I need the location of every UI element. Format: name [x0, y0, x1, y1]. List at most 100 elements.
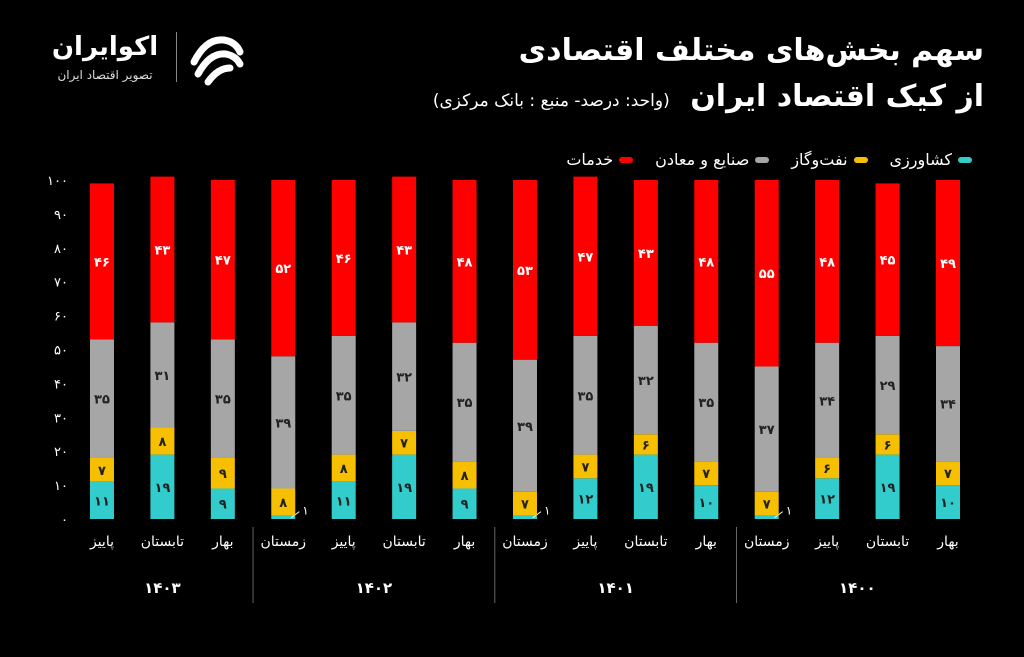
bar-segment-services: [271, 180, 296, 357]
bar-segment-industry: [452, 342, 477, 462]
bar-segment-oil: [512, 491, 537, 516]
data-label-oil: ۷: [400, 437, 408, 452]
data-label-services: ۴۶: [336, 252, 352, 267]
chart-title-block: سهم بخش‌های مختلف اقتصادی از کیک اقتصاد …: [433, 30, 984, 122]
year-group-label: ۱۴۰۰: [839, 579, 876, 597]
legend-item-agriculture: کشاورزی: [890, 150, 972, 169]
bar-segment-oil: [573, 454, 598, 479]
x-tick-label-season: زمستان: [261, 534, 307, 550]
bar-segment-services: [815, 180, 840, 343]
data-label-agriculture: ۹: [219, 498, 227, 513]
data-label-agriculture: ۹: [461, 498, 469, 513]
bar-segment-oil: [936, 461, 960, 486]
chart-title: سهم بخش‌های مختلف اقتصادی: [518, 33, 984, 68]
bar-segment-services: [512, 180, 537, 360]
brand-name: اکوایران: [51, 32, 159, 62]
data-label-industry: ۳۵: [215, 393, 231, 408]
bar-segment-agriculture: [815, 478, 840, 519]
bar-segment-services: [573, 176, 598, 336]
data-label-services: ۴۸: [457, 255, 473, 270]
bar-segment-services: [754, 180, 779, 367]
data-label-oil: ۶: [823, 462, 831, 477]
bar-segment-agriculture: [694, 485, 719, 519]
bar-segment-industry: [512, 359, 537, 492]
chart-legend: کشاورزی نفت‌وگاز صنایع و معادن خدمات: [566, 150, 972, 169]
y-tick-label: ۹۰: [54, 208, 68, 223]
data-label-services: ۴۷: [577, 250, 593, 265]
data-label-oil: ۷: [763, 498, 771, 513]
bar-segment-industry: [573, 335, 598, 455]
data-label-agriculture: ۱۰: [698, 496, 714, 511]
bar-segment-oil: [815, 457, 840, 479]
bar-segment-industry: [89, 339, 114, 458]
bar-segment-services: [89, 183, 114, 340]
y-tick-label: ۱۰: [54, 479, 68, 494]
data-label-services: ۵۲: [275, 262, 291, 277]
bar-segment-industry: [271, 356, 296, 489]
data-label-oil: ۷: [521, 498, 529, 513]
bar-segment-agriculture: [573, 478, 598, 519]
data-label-services: ۴۵: [880, 254, 896, 269]
data-label-services: ۴۳: [638, 247, 654, 262]
data-label-services: ۴۶: [94, 255, 110, 270]
bar-segment-agriculture: [331, 481, 356, 519]
data-label-industry: ۳۴: [940, 398, 956, 413]
bar-segment-services: [452, 180, 477, 343]
bar-segment-oil: [452, 461, 477, 489]
data-label-industry: ۳۵: [457, 396, 473, 411]
data-label-oil: ۷: [702, 467, 710, 482]
data-label-oil: ۷: [944, 467, 952, 482]
bar-segment-services: [875, 183, 900, 336]
data-label-services: ۵۵: [759, 267, 775, 282]
data-label-agriculture: ۱۱: [94, 494, 110, 509]
data-label-services: ۴۳: [396, 243, 412, 258]
y-tick-label: ۳۰: [54, 411, 68, 426]
data-label-agriculture: ۱۹: [396, 481, 412, 496]
legend-label-oil: نفت‌وگاز: [791, 150, 848, 169]
data-label-oil: ۷: [98, 464, 106, 479]
data-label-industry: ۳۱: [154, 369, 170, 384]
brand-tagline: تصویر اقتصاد ایران: [57, 68, 153, 82]
data-label-agriculture: ۱۱: [336, 494, 352, 509]
bar-segment-agriculture: [633, 454, 658, 519]
y-tick-label: ۱۰۰: [47, 174, 68, 189]
bar-segment-oil: [392, 430, 417, 455]
stacked-bar-chart: ۰۱۰۲۰۳۰۴۰۵۰۶۰۷۰۸۰۹۰۱۰۰۱۰۷۳۴۴۹بهار۱۹۶۲۹۴۵…: [47, 174, 960, 603]
data-label-industry: ۲۹: [880, 379, 896, 394]
y-tick-label: ۶۰: [54, 310, 68, 325]
bar-segment-agriculture: [89, 481, 114, 519]
y-tick-label: ۸۰: [54, 242, 68, 257]
bar-segment-oil: [331, 454, 356, 482]
bar-segment-agriculture: [210, 488, 235, 519]
x-tick-label-season: تابستان: [624, 534, 667, 550]
x-tick-label-season: پاییز: [572, 534, 597, 550]
bar-segment-agriculture: [452, 488, 477, 519]
legend-label-services: خدمات: [566, 150, 614, 169]
data-label-oil: ۶: [884, 438, 892, 453]
data-label-agriculture: ۱: [544, 504, 550, 518]
year-group-label: ۱۴۰۱: [597, 579, 634, 597]
legend-label-agriculture: کشاورزی: [889, 150, 952, 169]
y-tick-label: ۰: [61, 513, 68, 528]
legend-swatch-services: [619, 156, 634, 163]
data-label-agriculture: ۱۹: [880, 481, 896, 496]
year-group-label: ۱۴۰۳: [144, 579, 181, 597]
legend-swatch-oil: [853, 156, 868, 163]
bar-segment-agriculture: [936, 485, 960, 519]
bar-segment-oil: [150, 427, 175, 455]
bar-segment-services: [331, 180, 356, 336]
data-label-services: ۴۹: [940, 257, 956, 272]
bar-segment-industry: [210, 339, 235, 458]
data-label-services: ۴۷: [215, 254, 231, 269]
chart-subtitle: (واحد: درصد- منبع : بانک مرکزی): [432, 91, 670, 111]
y-tick-label: ۷۰: [54, 276, 68, 291]
bar-segment-oil: [633, 434, 658, 455]
chart-title-main: از کیک اقتصاد ایران: [690, 79, 984, 114]
legend-label-industry: صنایع و معادن: [655, 150, 750, 169]
ecoiran-wave-logo-icon: [190, 36, 244, 86]
bar-segment-industry: [694, 342, 719, 462]
bar-segment-services: [633, 180, 658, 326]
data-label-services: ۴۸: [819, 255, 835, 270]
bar-segment-industry: [392, 322, 417, 431]
data-label-agriculture: ۱۰: [940, 496, 956, 511]
